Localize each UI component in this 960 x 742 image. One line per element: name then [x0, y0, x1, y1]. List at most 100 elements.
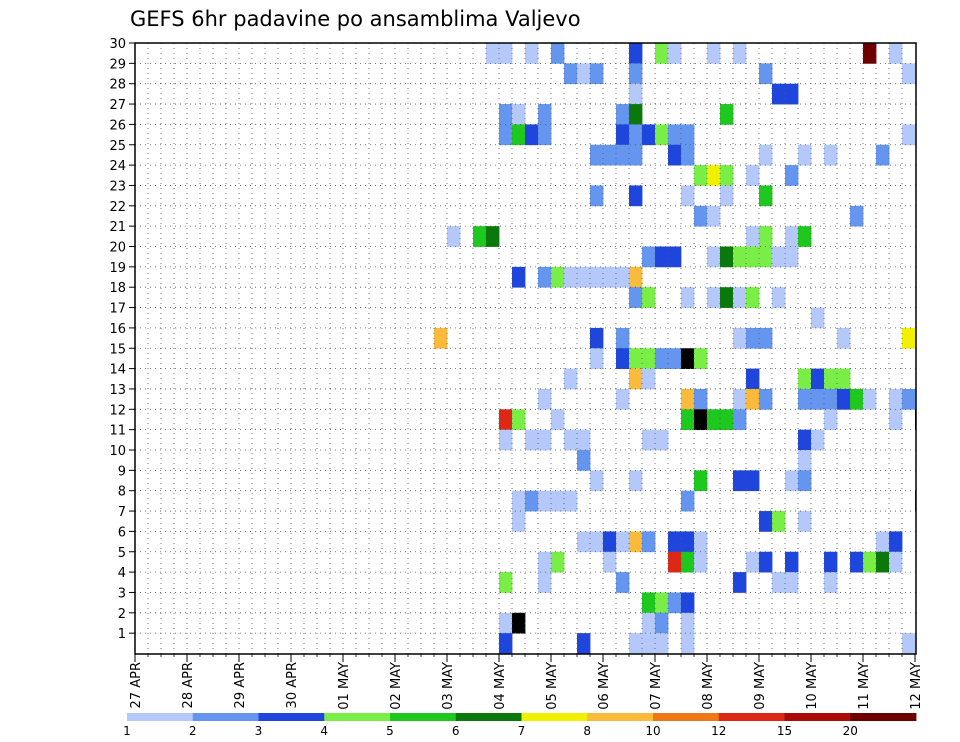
heatmap-cell: [655, 124, 669, 146]
heatmap-cell: [499, 429, 513, 451]
heatmap-cell: [538, 266, 552, 288]
y-tick-label: 17: [109, 302, 126, 317]
heatmap-cell: [551, 43, 565, 64]
heatmap-cell: [668, 531, 682, 553]
heatmap-cell: [785, 551, 799, 573]
heatmap-cell: [681, 287, 695, 308]
colorbar-swatch: [850, 713, 917, 721]
heatmap-cell: [629, 185, 643, 207]
heatmap-cell: [629, 124, 643, 146]
y-tick-label: 10: [109, 444, 126, 459]
y-tick-label: 5: [118, 546, 126, 561]
heatmap-cell: [746, 551, 760, 573]
heatmap-cell: [603, 531, 617, 553]
heatmap-cell: [577, 531, 591, 553]
y-tick-label: 13: [109, 383, 126, 398]
heatmap-cell: [759, 551, 773, 573]
heatmap-cell: [811, 368, 825, 390]
heatmap-cell: [642, 124, 656, 146]
heatmap-cell: [720, 409, 734, 431]
heatmap-cell: [746, 388, 760, 410]
heatmap-cell: [850, 205, 864, 227]
heatmap-cell: [512, 124, 526, 146]
heatmap-cell: [889, 531, 903, 553]
heatmap-cell: [889, 551, 903, 573]
y-tick-label: 9: [118, 464, 126, 479]
grid-lines: [135, 43, 916, 654]
x-tick-label: 06 MAY: [597, 662, 612, 710]
heatmap-cell: [876, 144, 890, 166]
heatmap-cell: [499, 104, 513, 125]
heatmap-cell: [798, 511, 812, 532]
y-tick-label: 16: [109, 322, 126, 337]
heatmap-cell: [681, 531, 695, 553]
y-tick-label: 6: [118, 525, 126, 540]
y-tick-label: 24: [109, 159, 126, 174]
heatmap-cell: [564, 266, 578, 288]
heatmap-cell: [512, 511, 526, 532]
heatmap-cell: [525, 490, 539, 512]
heatmap-cell: [720, 185, 734, 207]
heatmap-cell: [759, 185, 773, 207]
heatmap-cell: [681, 633, 695, 654]
heatmap-cell: [707, 165, 721, 186]
heatmap-cell: [486, 43, 500, 64]
heatmap-cell: [863, 388, 877, 410]
heatmap-cell: [655, 633, 669, 654]
heatmap-cell: [642, 287, 656, 308]
heatmap-cell: [538, 429, 552, 451]
heatmap-cell: [824, 368, 838, 390]
y-tick-label: 7: [118, 505, 126, 520]
heatmap-cell: [538, 572, 552, 593]
heatmap-cell: [681, 348, 695, 369]
heatmap-cell: [512, 612, 526, 634]
heatmap-cell: [590, 63, 604, 85]
colorbar-swatch: [127, 713, 194, 721]
heatmap-cell: [889, 388, 903, 410]
heatmap-cell: [876, 551, 890, 573]
heatmap-cell: [603, 144, 617, 166]
heatmap-cell: [616, 388, 630, 410]
heatmap-cell: [785, 226, 799, 247]
heatmap-cell: [733, 287, 747, 308]
colorbar-swatch: [324, 713, 391, 721]
heatmap-cell: [642, 368, 656, 390]
heatmap-cell: [824, 144, 838, 166]
heatmap-cell: [551, 409, 565, 431]
heatmap-cell: [629, 63, 643, 85]
y-axis-ticks: 1234567891011121314151617181920212223242…: [109, 37, 135, 642]
y-tick-label: 2: [118, 607, 126, 622]
heatmap-cell: [707, 205, 721, 227]
heatmap-cell: [759, 327, 773, 349]
heatmap-cell: [798, 450, 812, 471]
heatmap-cell: [603, 266, 617, 288]
heatmap-cell: [538, 490, 552, 512]
heatmap-cell: [564, 63, 578, 85]
heatmap-cell: [798, 368, 812, 390]
heatmap-cell: [655, 592, 669, 614]
heatmap-cell: [590, 531, 604, 553]
y-tick-label: 30: [109, 37, 126, 52]
heatmap-cell: [655, 429, 669, 451]
heatmap-cell: [668, 592, 682, 614]
heatmap-cell: [772, 246, 786, 268]
heatmap-cell: [707, 409, 721, 431]
heatmap-cell: [629, 266, 643, 288]
x-tick-label: 05 MAY: [545, 662, 560, 710]
heatmap-cell: [616, 144, 630, 166]
heatmap-cell: [629, 104, 643, 125]
heatmap-cell: [590, 144, 604, 166]
heatmap-cell: [616, 572, 630, 593]
heatmap-cell: [837, 368, 851, 390]
heatmap-cell: [512, 104, 526, 125]
heatmap-cell: [772, 287, 786, 308]
heatmap-cell: [811, 307, 825, 329]
heatmap-cell: [629, 368, 643, 390]
heatmap-cell: [629, 633, 643, 654]
heatmap-cell: [759, 388, 773, 410]
y-tick-label: 4: [118, 566, 126, 581]
heatmap-cell: [499, 633, 513, 654]
heatmap-cell: [902, 388, 916, 410]
heatmap-cell: [863, 551, 877, 573]
